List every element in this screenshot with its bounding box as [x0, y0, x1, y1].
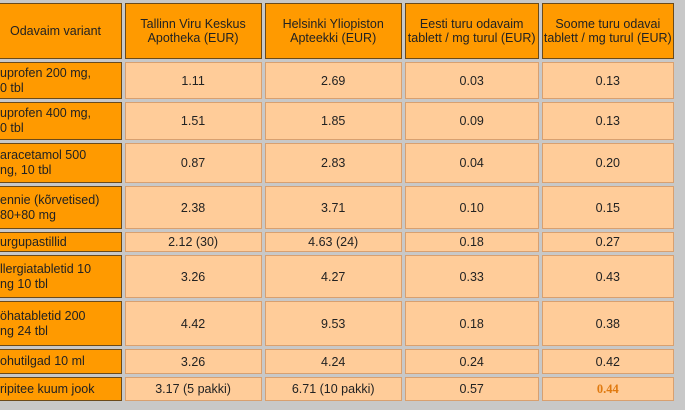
- cell-soome-highlighted: 0.44: [541, 377, 674, 401]
- row-label: ripitee kuum jook: [0, 377, 122, 401]
- table-row: aracetamol 500 ng, 10 tbl 0.87 2.83 0.04…: [0, 143, 674, 183]
- cell-helsinki: 4.24: [264, 349, 402, 374]
- header-tallinn: Tallinn Viru Keskus Apotheka (EUR): [124, 3, 262, 59]
- cell-eesti: 0.18: [404, 232, 539, 252]
- row-label: ennie (kõrvetised) 80+80 mg: [0, 186, 122, 229]
- row-label: urgupastillid: [0, 232, 122, 252]
- table-row: öhatabletid 200 ng 24 tbl 4.42 9.53 0.18…: [0, 301, 674, 346]
- table-row: ennie (kõrvetised) 80+80 mg 2.38 3.71 0.…: [0, 186, 674, 229]
- header-soome-label: Soome turu odavai tablett / mg turul (EU…: [543, 17, 672, 45]
- row-label-line1: uprofen 200 mg,: [0, 65, 92, 80]
- header-soome: Soome turu odavai tablett / mg turul (EU…: [541, 3, 674, 59]
- cell-soome: 0.13: [541, 62, 674, 99]
- table-row: uprofen 400 mg, 0 tbl 1.51 1.85 0.09 0.1…: [0, 102, 674, 140]
- cell-tallinn: 3.26: [124, 349, 262, 374]
- header-eesti: Eesti turu odavaim tablett / mg turul (E…: [404, 3, 539, 59]
- row-label-line2: ng, 10 tbl: [0, 163, 52, 177]
- row-label: uprofen 200 mg, 0 tbl: [0, 62, 122, 99]
- cell-helsinki: 4.63 (24): [264, 232, 402, 252]
- cell-tallinn: 1.51: [124, 102, 262, 140]
- cell-tallinn: 2.12 (30): [124, 232, 262, 252]
- cell-eesti: 0.04: [404, 143, 539, 183]
- row-label-line1: urgupastillid: [0, 234, 67, 249]
- cell-tallinn: 3.26: [124, 255, 262, 298]
- row-label-line2: 0 tbl: [0, 121, 24, 135]
- table-row: uprofen 200 mg, 0 tbl 1.11 2.69 0.03 0.1…: [0, 62, 674, 99]
- cell-soome: 0.43: [541, 255, 674, 298]
- cell-soome: 0.27: [541, 232, 674, 252]
- header-variant-label: Odavaim variant: [10, 24, 102, 38]
- cell-helsinki: 6.71 (10 pakki): [264, 377, 402, 401]
- row-label-line1: aracetamol 500: [0, 148, 87, 162]
- cell-helsinki: 9.53: [264, 301, 402, 346]
- cell-helsinki: 4.27: [264, 255, 402, 298]
- row-label-line1: ripitee kuum jook: [0, 381, 95, 396]
- cell-helsinki: 1.85: [264, 102, 402, 140]
- cell-eesti: 0.18: [404, 301, 539, 346]
- cell-tallinn: 4.42: [124, 301, 262, 346]
- table-row: ohutilgad 10 ml 3.26 4.24 0.24 0.42: [0, 349, 674, 374]
- table-row: llergiatabletid 10 ng 10 tbl 3.26 4.27 0…: [0, 255, 674, 298]
- header-variant: Odavaim variant: [0, 3, 122, 59]
- cell-soome: 0.38: [541, 301, 674, 346]
- row-label-line1: llergiatabletid 10: [0, 261, 92, 276]
- cell-tallinn: 1.11: [124, 62, 262, 99]
- cell-eesti: 0.33: [404, 255, 539, 298]
- header-eesti-label: Eesti turu odavaim tablett / mg turul (E…: [407, 17, 536, 45]
- table-row: ripitee kuum jook 3.17 (5 pakki) 6.71 (1…: [0, 377, 674, 401]
- row-label: ohutilgad 10 ml: [0, 349, 122, 374]
- cell-tallinn: 3.17 (5 pakki): [124, 377, 262, 401]
- row-label-line2: ng 10 tbl: [0, 276, 48, 291]
- cell-soome: 0.15: [541, 186, 674, 229]
- cell-helsinki: 2.69: [264, 62, 402, 99]
- cell-eesti: 0.10: [404, 186, 539, 229]
- price-comparison-table: Odavaim variant Tallinn Viru Keskus Apot…: [0, 3, 674, 401]
- cell-eesti: 0.09: [404, 102, 539, 140]
- header-tallinn-label: Tallinn Viru Keskus Apotheka (EUR): [140, 17, 246, 45]
- row-label-line2: ng 24 tbl: [0, 323, 48, 338]
- cell-soome: 0.13: [541, 102, 674, 140]
- cell-tallinn: 2.38: [124, 186, 262, 229]
- row-label: llergiatabletid 10 ng 10 tbl: [0, 255, 122, 298]
- cell-tallinn: 0.87: [124, 143, 262, 183]
- row-label-line1: öhatabletid 200: [0, 308, 86, 323]
- cell-helsinki: 3.71: [264, 186, 402, 229]
- row-label-line2: 80+80 mg: [0, 207, 56, 222]
- header-helsinki-label: Helsinki Yliopiston Apteekki (EUR): [282, 17, 384, 45]
- row-label: uprofen 400 mg, 0 tbl: [0, 102, 122, 140]
- cell-eesti: 0.57: [404, 377, 539, 401]
- row-label: aracetamol 500 ng, 10 tbl: [0, 143, 122, 183]
- row-label-line1: ohutilgad 10 ml: [0, 354, 85, 368]
- table-row: urgupastillid 2.12 (30) 4.63 (24) 0.18 0…: [0, 232, 674, 252]
- cell-soome: 0.20: [541, 143, 674, 183]
- cell-eesti: 0.24: [404, 349, 539, 374]
- header-helsinki: Helsinki Yliopiston Apteekki (EUR): [264, 3, 402, 59]
- header-row: Odavaim variant Tallinn Viru Keskus Apot…: [0, 3, 674, 59]
- cell-helsinki: 2.83: [264, 143, 402, 183]
- row-label-line1: ennie (kõrvetised): [0, 192, 100, 207]
- row-label-line2: 0 tbl: [0, 80, 24, 95]
- cell-soome: 0.42: [541, 349, 674, 374]
- cell-eesti: 0.03: [404, 62, 539, 99]
- row-label: öhatabletid 200 ng 24 tbl: [0, 301, 122, 346]
- row-label-line1: uprofen 400 mg,: [0, 106, 92, 120]
